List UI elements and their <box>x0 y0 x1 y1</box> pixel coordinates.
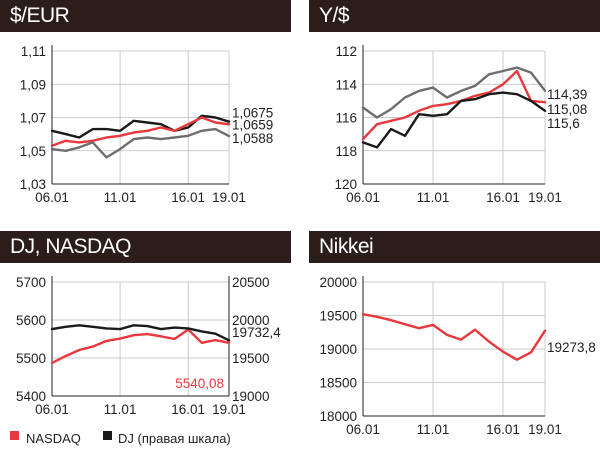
series-line-0 <box>361 66 547 119</box>
end-value-label: 114,39 <box>547 87 587 102</box>
x-tick-label: 06.01 <box>346 422 380 437</box>
chart-title-dj-nasdaq: DJ, NASDAQ <box>0 231 291 263</box>
legend-swatch-nasdaq <box>10 431 19 440</box>
y-tick-label: 1,07 <box>20 111 46 126</box>
y-tick-label: 5500 <box>16 351 46 366</box>
x-tick-label: 11.01 <box>104 190 137 205</box>
end-value-label: 1,0588 <box>232 131 273 146</box>
chart-title-usd-eur: $/EUR <box>0 0 291 32</box>
end-value-label: 1,0675 <box>232 106 273 121</box>
x-tick-label: 06.01 <box>346 190 380 205</box>
end-value-label: 1,0659 <box>232 118 273 133</box>
legend-swatch-dj <box>103 431 112 440</box>
x-tick-label: 16.01 <box>171 190 205 205</box>
y-tick-label: 18000 <box>319 409 357 424</box>
series-line-2 <box>361 91 547 149</box>
y-tick-label: 1,05 <box>20 144 46 159</box>
y-tick-label: 118 <box>335 144 357 159</box>
y-tick-label: 1,11 <box>21 44 46 59</box>
panel-dj-nasdaq: DJ, NASDAQ 5700 5600 5500 5400 20500 20000 195… <box>0 231 291 449</box>
y-tick-label: 5600 <box>16 313 46 328</box>
panel-usd-eur: $/EUR 1,11 1,09 1,07 1,05 1,03 06.01 11.01 16.0… <box>0 0 291 218</box>
x-tick-label: 11.01 <box>417 422 450 437</box>
panel-nikkei: Nikkei 20000 19500 19000 18500 18000 06.01 11.… <box>309 231 600 449</box>
panel-yen-usd: Y/$ 112 114 116 118 120 06.01 11.01 16.01 19.01 1… <box>309 0 600 218</box>
x-tick-label: 06.01 <box>35 402 69 417</box>
series-line-0 <box>50 328 231 365</box>
y-tick-label: 1,03 <box>20 177 46 192</box>
y-tick-label-right: 20500 <box>232 275 270 290</box>
x-tick-label: 06.01 <box>35 190 69 205</box>
y-tick-label: 120 <box>334 177 357 192</box>
y-tick-label: 5700 <box>16 275 46 290</box>
y-tick-label: 20000 <box>319 275 357 290</box>
y-tick-label-right: 20000 <box>232 313 270 328</box>
y-tick-label-right: 19000 <box>232 389 270 404</box>
series-line-1 <box>361 69 547 141</box>
legend: NASDAQ DJ (правая шкала) <box>0 428 600 448</box>
x-tick-label: 16.01 <box>171 402 205 417</box>
y-tick-label: 1,09 <box>20 77 46 92</box>
y-tick-label: 116 <box>335 111 357 126</box>
y-tick-label: 19000 <box>319 342 357 357</box>
series-line-0 <box>361 313 547 361</box>
y-tick-label: 112 <box>335 44 357 59</box>
y-tick-label: 19500 <box>319 309 357 324</box>
chart-title-yen-usd: Y/$ <box>309 0 600 32</box>
legend-label-dj: DJ (правая шкала) <box>118 431 231 446</box>
x-tick-label: 16.01 <box>486 422 520 437</box>
end-value-label: 19273,8 <box>547 340 596 355</box>
x-tick-label: 19.01 <box>528 190 562 205</box>
series-line-0 <box>50 114 231 139</box>
chart-dj-nasdaq: 5700 5600 5500 5400 20500 20000 19500 19000 06.0… <box>16 275 281 417</box>
series-line-1 <box>50 116 231 148</box>
x-tick-label: 19.01 <box>212 190 246 205</box>
legend-label-nasdaq: NASDAQ <box>26 431 81 446</box>
end-value-label: 19732,4 <box>232 325 281 340</box>
series-line-1 <box>50 324 231 342</box>
end-value-label: 5540,08 <box>175 376 224 391</box>
chart-title-nikkei: Nikkei <box>309 231 600 263</box>
y-tick-label-right: 19500 <box>232 351 270 366</box>
x-tick-label: 19.01 <box>528 422 562 437</box>
end-value-label: 115,6 <box>547 116 580 131</box>
end-value-label: 115,08 <box>547 102 587 117</box>
y-tick-label: 114 <box>335 77 357 92</box>
x-tick-label: 19.01 <box>212 402 246 417</box>
y-tick-label: 5400 <box>16 389 46 404</box>
y-tick-label: 18500 <box>319 376 357 391</box>
series-line-2 <box>50 127 231 159</box>
x-tick-label: 11.01 <box>417 190 450 205</box>
x-tick-label: 11.01 <box>104 402 137 417</box>
x-tick-label: 16.01 <box>486 190 520 205</box>
